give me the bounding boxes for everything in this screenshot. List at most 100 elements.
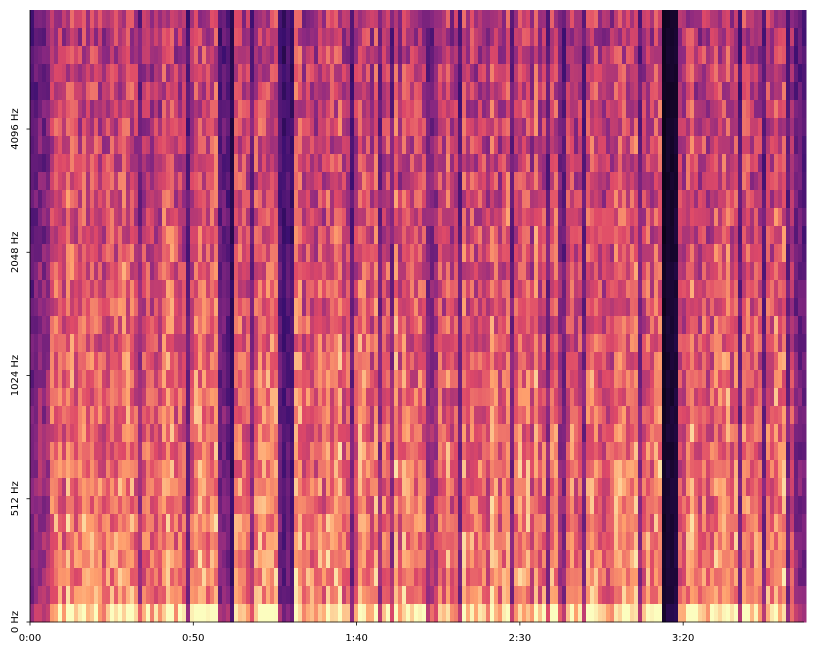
spectrogram-cell <box>498 316 503 335</box>
spectrogram-cell <box>350 424 355 443</box>
spectrogram-cell <box>286 298 291 317</box>
spectrogram-cell <box>502 514 507 533</box>
spectrogram-cell <box>502 370 507 389</box>
spectrogram-cell <box>158 352 163 371</box>
spectrogram-cell <box>54 550 59 569</box>
spectrogram-cell <box>598 226 603 245</box>
spectrogram-cell <box>614 10 619 29</box>
spectrogram-cell <box>494 316 499 335</box>
spectrogram-cell <box>434 118 439 137</box>
spectrogram-cell <box>390 10 395 29</box>
spectrogram-cell <box>606 370 611 389</box>
spectrogram-cell <box>594 280 599 299</box>
spectrogram-cell <box>538 10 543 29</box>
spectrogram-cell <box>506 586 511 605</box>
spectrogram-cell <box>58 136 63 155</box>
spectrogram-cell <box>282 100 287 119</box>
spectrogram-cell <box>210 316 215 335</box>
spectrogram-cell <box>358 280 363 299</box>
spectrogram-cell <box>434 568 439 587</box>
spectrogram-cell <box>206 586 211 605</box>
spectrogram-cell <box>494 514 499 533</box>
spectrogram-cell <box>82 172 87 191</box>
spectrogram-cell <box>438 244 443 263</box>
spectrogram-cell <box>194 298 199 317</box>
spectrogram-cell <box>194 604 199 623</box>
spectrogram-cell <box>54 388 59 407</box>
spectrogram-cell <box>314 496 319 515</box>
spectrogram-cell <box>126 82 131 101</box>
spectrogram-cell <box>62 496 67 515</box>
spectrogram-cell <box>498 280 503 299</box>
spectrogram-cell <box>66 226 71 245</box>
spectrogram-cell <box>162 136 167 155</box>
spectrogram-cell <box>538 280 543 299</box>
spectrogram-cell <box>42 532 47 551</box>
spectrogram-cell <box>194 370 199 389</box>
spectrogram-cell <box>542 460 547 479</box>
spectrogram-cell <box>574 568 579 587</box>
spectrogram-cell <box>606 28 611 47</box>
spectrogram-cell <box>206 550 211 569</box>
spectrogram-cell <box>154 244 159 263</box>
spectrogram-cell <box>594 262 599 281</box>
spectrogram-cell <box>594 136 599 155</box>
spectrogram-cell <box>150 46 155 65</box>
spectrogram-cell <box>410 244 415 263</box>
spectrogram-cell <box>242 514 247 533</box>
spectrogram-cell <box>586 28 591 47</box>
spectrogram-cell <box>206 262 211 281</box>
spectrogram-cell <box>314 82 319 101</box>
spectrogram-cell <box>414 604 419 623</box>
spectrogram-cell <box>214 280 219 299</box>
spectrogram-cell <box>66 118 71 137</box>
spectrogram-cell <box>198 154 203 173</box>
spectrogram-cell <box>530 352 535 371</box>
spectrogram-cell <box>474 604 479 623</box>
spectrogram-cell <box>538 100 543 119</box>
spectrogram-cell <box>506 352 511 371</box>
spectrogram-cell <box>518 28 523 47</box>
spectrogram-cell <box>542 496 547 515</box>
spectrogram-cell <box>378 226 383 245</box>
spectrogram-cell <box>422 10 427 29</box>
spectrogram-cell <box>322 532 327 551</box>
spectrogram-cell <box>418 298 423 317</box>
spectrogram-cell <box>34 172 39 191</box>
spectrogram-cell <box>254 154 259 173</box>
spectrogram-cell <box>174 388 179 407</box>
spectrogram-cell <box>574 244 579 263</box>
spectrogram-cell <box>362 514 367 533</box>
spectrogram-cell <box>374 64 379 83</box>
spectrogram-cell <box>326 46 331 65</box>
spectrogram-cell <box>514 64 519 83</box>
spectrogram-cell <box>470 316 475 335</box>
spectrogram-cell <box>82 190 87 209</box>
spectrogram-cell <box>586 460 591 479</box>
spectrogram-cell <box>458 226 463 245</box>
spectrogram-cell <box>474 424 479 443</box>
spectrogram-cell <box>438 280 443 299</box>
spectrogram-cell <box>450 154 455 173</box>
spectrogram-cell <box>50 550 55 569</box>
spectrogram-cell <box>434 64 439 83</box>
spectrogram-cell <box>394 334 399 353</box>
spectrogram-cell <box>238 100 243 119</box>
spectrogram-cell <box>70 370 75 389</box>
spectrogram-cell <box>426 334 431 353</box>
spectrogram-cell <box>250 388 255 407</box>
spectrogram-cell <box>142 136 147 155</box>
spectrogram-cell <box>534 82 539 101</box>
spectrogram-cell <box>466 118 471 137</box>
spectrogram-cell <box>34 388 39 407</box>
spectrogram-cell <box>242 172 247 191</box>
spectrogram-cell <box>494 568 499 587</box>
spectrogram-cell <box>474 244 479 263</box>
spectrogram-cell <box>418 442 423 461</box>
spectrogram-cell <box>582 10 587 29</box>
spectrogram-cell <box>570 136 575 155</box>
spectrogram-cell <box>106 118 111 137</box>
spectrogram-cell <box>82 226 87 245</box>
spectrogram-cell <box>354 262 359 281</box>
spectrogram-cell <box>290 10 295 29</box>
